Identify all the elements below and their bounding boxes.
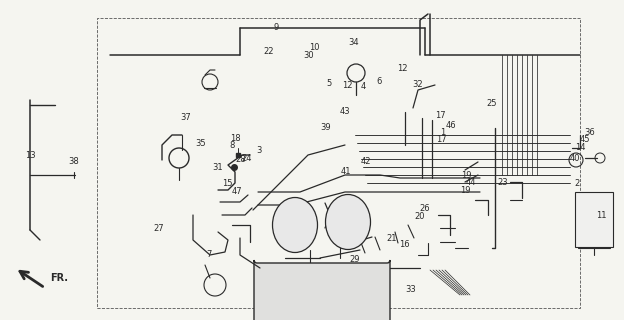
Text: 29: 29 bbox=[349, 255, 359, 264]
Ellipse shape bbox=[326, 195, 371, 250]
Text: 12: 12 bbox=[343, 81, 353, 90]
Text: 21: 21 bbox=[387, 234, 397, 243]
Text: 40: 40 bbox=[570, 154, 580, 163]
Text: 10: 10 bbox=[310, 43, 319, 52]
Text: 42: 42 bbox=[361, 157, 371, 166]
Text: 32: 32 bbox=[412, 80, 424, 89]
Text: 9: 9 bbox=[274, 23, 279, 32]
Text: 17: 17 bbox=[436, 135, 447, 144]
Text: 5: 5 bbox=[326, 79, 331, 88]
Text: 43: 43 bbox=[339, 107, 351, 116]
Ellipse shape bbox=[273, 197, 318, 252]
Text: 11: 11 bbox=[596, 212, 606, 220]
Text: 37: 37 bbox=[180, 113, 192, 122]
Text: 27: 27 bbox=[154, 224, 165, 233]
Text: 12: 12 bbox=[397, 64, 407, 73]
Text: 7: 7 bbox=[207, 250, 212, 259]
Text: 17: 17 bbox=[435, 111, 446, 120]
Text: 25: 25 bbox=[487, 100, 497, 108]
Text: 35: 35 bbox=[195, 139, 207, 148]
Text: 4: 4 bbox=[361, 82, 366, 91]
Text: 33: 33 bbox=[405, 285, 416, 294]
Text: 31: 31 bbox=[212, 163, 223, 172]
Text: 38: 38 bbox=[68, 157, 79, 166]
Text: 15: 15 bbox=[223, 180, 233, 188]
Bar bbox=[97, 18, 580, 308]
Text: 14: 14 bbox=[575, 143, 585, 152]
Text: 45: 45 bbox=[580, 135, 590, 144]
Text: 26: 26 bbox=[419, 204, 430, 213]
Text: 3: 3 bbox=[256, 146, 261, 155]
Text: 39: 39 bbox=[320, 123, 331, 132]
FancyBboxPatch shape bbox=[254, 260, 390, 320]
Text: 2: 2 bbox=[575, 180, 580, 188]
Text: 30: 30 bbox=[303, 51, 314, 60]
Bar bbox=[575, 192, 613, 247]
Text: 19: 19 bbox=[460, 186, 470, 195]
Text: 28: 28 bbox=[235, 156, 246, 164]
Text: 47: 47 bbox=[232, 187, 243, 196]
Text: 41: 41 bbox=[341, 167, 351, 176]
Text: 22: 22 bbox=[263, 47, 273, 56]
Text: 34: 34 bbox=[348, 38, 359, 47]
Text: 23: 23 bbox=[497, 178, 509, 187]
Text: FR.: FR. bbox=[50, 273, 68, 283]
Text: 18: 18 bbox=[230, 134, 241, 143]
Text: 1: 1 bbox=[441, 128, 446, 137]
Text: 19: 19 bbox=[462, 171, 472, 180]
Text: 44: 44 bbox=[466, 178, 476, 187]
Text: 20: 20 bbox=[414, 212, 424, 221]
Text: 6: 6 bbox=[376, 77, 381, 86]
Text: 46: 46 bbox=[445, 121, 456, 130]
Text: 36: 36 bbox=[584, 128, 595, 137]
Text: 8: 8 bbox=[230, 141, 235, 150]
Text: 24: 24 bbox=[242, 154, 252, 163]
Text: 16: 16 bbox=[399, 240, 410, 249]
Text: 13: 13 bbox=[24, 151, 36, 160]
